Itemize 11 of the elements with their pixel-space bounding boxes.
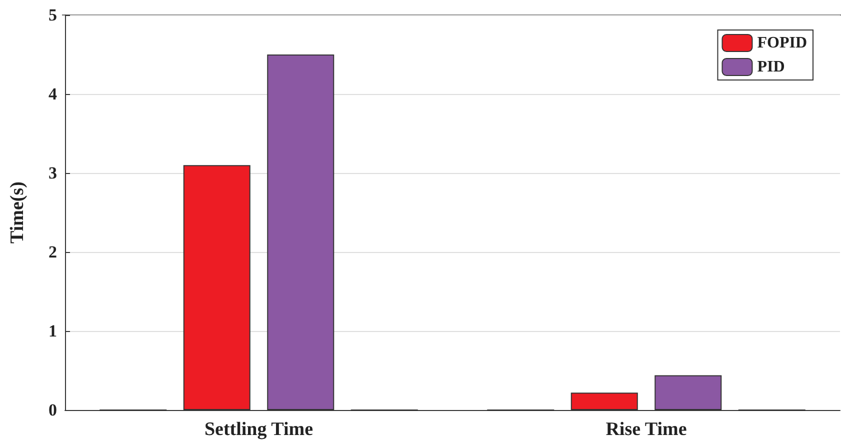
y-tick-label: 2 (48, 242, 57, 262)
y-tick-label: 0 (48, 400, 57, 420)
y-tick-label: 1 (48, 322, 57, 340)
y-tick-label: 4 (48, 84, 58, 104)
x-tick-label: Rise Time (606, 419, 687, 440)
y-tick-label: 3 (48, 164, 57, 182)
legend-label: PID (757, 58, 785, 76)
y-tick-label: 5 (48, 6, 57, 24)
x-tick-label: Settling Time (204, 419, 314, 440)
legend-label: FOPID (757, 34, 808, 52)
y-axis-title: Time(s) (7, 182, 28, 244)
